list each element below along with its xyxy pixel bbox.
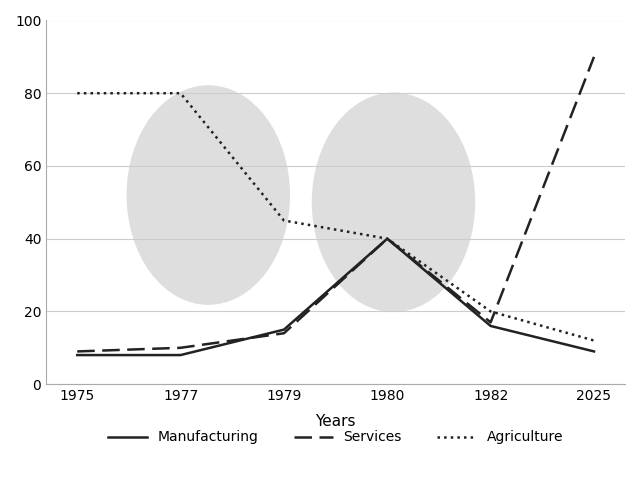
Ellipse shape [312, 93, 474, 311]
Legend: Manufacturing, Services, Agriculture: Manufacturing, Services, Agriculture [102, 425, 569, 450]
Ellipse shape [127, 86, 289, 304]
X-axis label: Years: Years [316, 414, 356, 429]
